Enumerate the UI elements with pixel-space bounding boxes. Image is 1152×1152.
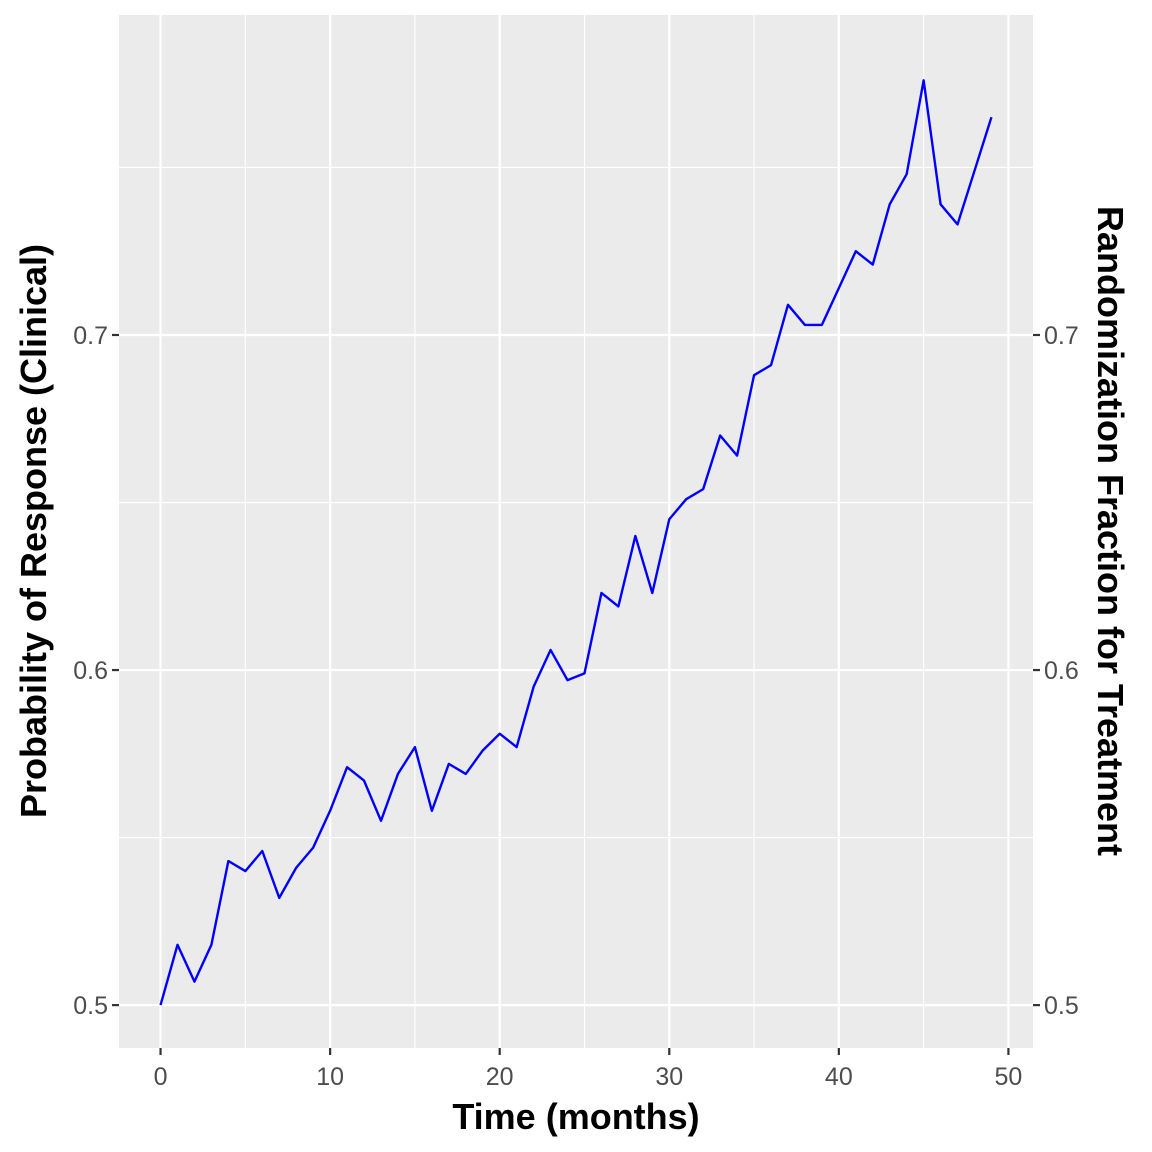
y2-axis-title: Randomization Fraction for Treatment (1090, 206, 1131, 856)
x-tick-label: 20 (486, 1063, 514, 1091)
minor-gridlines (119, 15, 1033, 1048)
series-layer (159, 79, 993, 1006)
major-gridlines (119, 15, 1033, 1048)
plot-panel (119, 15, 1033, 1048)
y-tick-label: 0.5 (73, 992, 108, 1020)
x-tick-label: 10 (316, 1063, 344, 1091)
x-tick-label: 40 (825, 1063, 853, 1091)
y-tick-label: 0.6 (73, 657, 108, 685)
y2-tick-label: 0.6 (1044, 657, 1079, 685)
x-tick-label: 30 (655, 1063, 683, 1091)
left-y-axis: 0.5 0.6 0.7 (73, 322, 119, 1020)
x-tick-label: 0 (154, 1063, 168, 1091)
y2-tick-label: 0.5 (1044, 992, 1079, 1020)
right-y-axis: 0.5 0.6 0.7 (1033, 322, 1079, 1020)
x-axis: 0 10 20 30 40 50 (154, 1048, 1023, 1091)
y2-tick-label: 0.7 (1044, 322, 1079, 350)
x-axis-title: Time (months) (452, 1096, 699, 1137)
series-line-0 (159, 79, 993, 1006)
y-axis-title: Probability of Response (Clinical) (13, 244, 54, 818)
x-tick-label: 50 (995, 1063, 1023, 1091)
y-tick-label: 0.7 (73, 322, 108, 350)
